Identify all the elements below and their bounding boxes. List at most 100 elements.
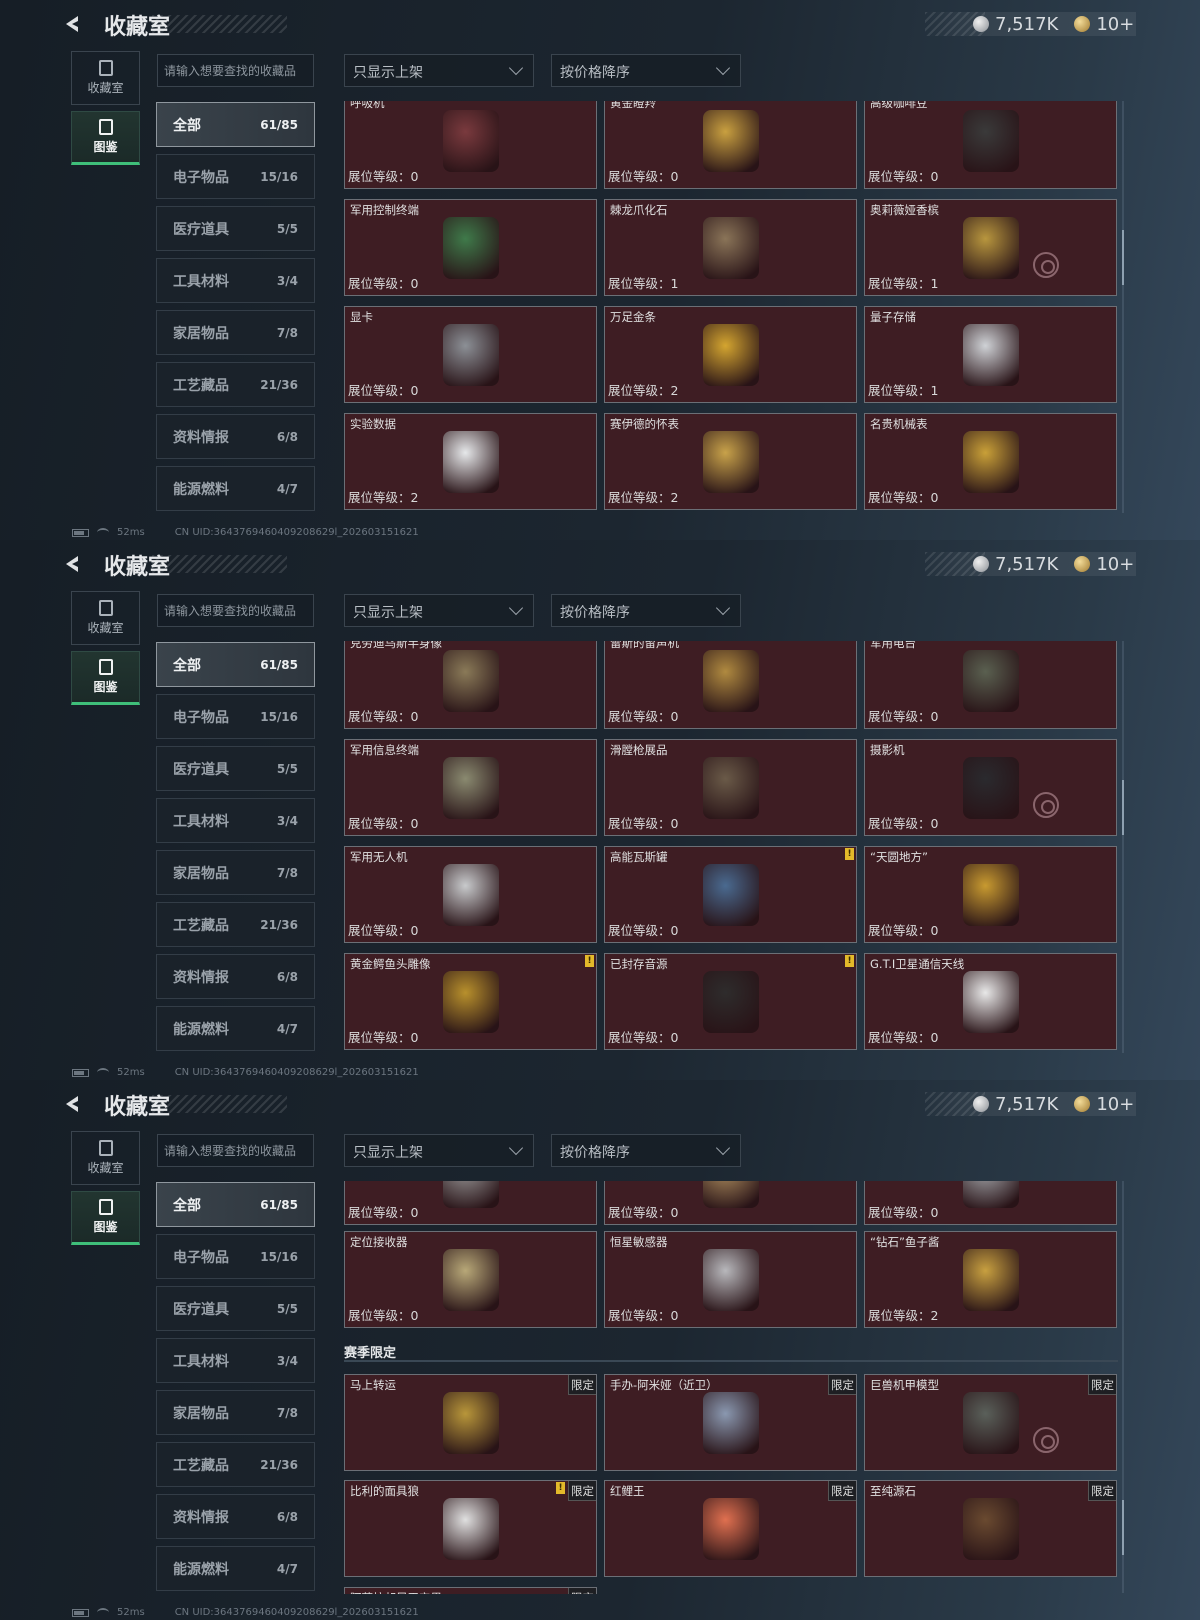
category-item[interactable]: 能源燃料 4/7 [156,1006,315,1051]
scrollbar-track[interactable] [1122,1181,1124,1593]
collection-card[interactable]: 黄金瞪羚 展位等级：0 [604,101,857,189]
category-item[interactable]: 全部 61/85 [156,1182,315,1227]
collection-card[interactable]: 高级咖啡豆 展位等级：0 [864,101,1117,189]
display-level-label: 展位等级： [348,383,411,398]
collection-card[interactable]: 阿萨拉邦足平安果 限定 [344,1587,597,1594]
collection-card[interactable]: 显卡 展位等级：0 [344,306,597,403]
collection-card[interactable]: 军用控制终端 展位等级：0 [344,199,597,296]
category-item[interactable]: 全部 61/85 [156,642,315,687]
display-filter-dropdown[interactable]: 只显示上架 [344,594,534,627]
tab-codex[interactable]: 图鉴 [71,111,140,165]
tab-collection-room[interactable]: 收藏室 [71,591,140,645]
category-item[interactable]: 工具材料 3/4 [156,1338,315,1383]
category-item[interactable]: 医疗道具 5/5 [156,1286,315,1331]
category-item[interactable]: 电子物品 15/16 [156,1234,315,1279]
back-arrow-icon[interactable] [62,553,84,575]
sort-dropdown[interactable]: 按价格降序 [551,1134,741,1167]
collection-card[interactable]: 展位等级：0 [604,1181,857,1225]
collection-card[interactable]: 已封存音源 展位等级：0! [604,953,857,1050]
collection-card[interactable]: G.T.I卫星通信天线 展位等级：0 [864,953,1117,1050]
collection-card[interactable]: 雷斯的留声机 展位等级：0 [604,641,857,729]
scrollbar-thumb[interactable] [1122,1500,1124,1555]
collection-card[interactable]: 黄金鳄鱼头雕像 展位等级：0! [344,953,597,1050]
collection-card[interactable]: 红鲤王 限定 [604,1480,857,1577]
collection-card[interactable]: 摄影机 展位等级：0 [864,739,1117,836]
dropdown-value: 只显示上架 [353,1145,423,1161]
category-item[interactable]: 工具材料 3/4 [156,798,315,843]
display-level-value: 0 [410,1308,419,1323]
collection-card[interactable]: 展位等级：0 [864,1181,1117,1225]
display-level: 展位等级：2 [348,487,418,506]
category-label: 工艺藏品 [173,917,229,934]
category-item[interactable]: 资料情报 6/8 [156,1494,315,1539]
item-image [962,1391,1019,1454]
category-item[interactable]: 工具材料 3/4 [156,258,315,303]
category-item[interactable]: 医疗道具 5/5 [156,746,315,791]
collection-card[interactable]: 巨兽机甲模型 限定 [864,1374,1117,1471]
category-item[interactable]: 电子物品 15/16 [156,694,315,739]
collection-card[interactable]: 克劳迪乌斯半身像 展位等级：0 [344,641,597,729]
collection-card[interactable]: 奥莉薇娅香槟 展位等级：1 [864,199,1117,296]
search-input[interactable] [157,54,314,87]
collection-card[interactable]: 手办-阿米娅（近卫） 限定 [604,1374,857,1471]
category-item[interactable]: 家居物品 7/8 [156,1390,315,1435]
category-item[interactable]: 工艺藏品 21/36 [156,362,315,407]
scrollbar-track[interactable] [1122,641,1124,1053]
tab-codex[interactable]: 图鉴 [71,1191,140,1245]
collection-card[interactable]: 军用电台 展位等级：0 [864,641,1117,729]
collection-card[interactable]: 马上转运 限定 [344,1374,597,1471]
scrollbar-thumb[interactable] [1122,780,1124,835]
collection-card[interactable]: 高能瓦斯罐 展位等级：0! [604,846,857,943]
alert-icon: ! [845,848,854,860]
collection-card[interactable]: 赛伊德的怀表 展位等级：2 [604,413,857,510]
tab-collection-room[interactable]: 收藏室 [71,1131,140,1185]
collection-card[interactable]: 棘龙爪化石 展位等级：1 [604,199,857,296]
category-item[interactable]: 能源燃料 4/7 [156,1546,315,1591]
category-item[interactable]: 电子物品 15/16 [156,154,315,199]
category-item[interactable]: 全部 61/85 [156,102,315,147]
collection-card[interactable]: 军用信息终端 展位等级：0 [344,739,597,836]
category-item[interactable]: 资料情报 6/8 [156,954,315,999]
collection-card[interactable]: 名贵机械表 展位等级：0 [864,413,1117,510]
display-filter-dropdown[interactable]: 只显示上架 [344,54,534,87]
sort-dropdown[interactable]: 按价格降序 [551,594,741,627]
collection-card[interactable]: 比利的面具狼 限定! [344,1480,597,1577]
scrollbar-track[interactable] [1122,101,1124,513]
category-item[interactable]: 工艺藏品 21/36 [156,1442,315,1487]
tab-label: 收藏室 [87,1161,124,1175]
collection-card[interactable]: 呼吸机 展位等级：0 [344,101,597,189]
collection-card[interactable]: 滑膛枪展品 展位等级：0 [604,739,857,836]
display-level-value: 0 [670,169,679,184]
category-item[interactable]: 能源燃料 4/7 [156,466,315,511]
collection-card[interactable]: 量子存储 展位等级：1 [864,306,1117,403]
collection-card[interactable]: 实验数据 展位等级：2 [344,413,597,510]
display-level-value: 0 [670,816,679,831]
collection-card[interactable]: 恒星敏感器 展位等级：0 [604,1231,857,1328]
category-item[interactable]: 家居物品 7/8 [156,850,315,895]
collection-card[interactable]: “钻石”鱼子酱 展位等级：2 [864,1231,1117,1328]
collection-card[interactable]: 军用无人机 展位等级：0 [344,846,597,943]
collection-card[interactable]: 展位等级：0 [344,1181,597,1225]
category-label: 工艺藏品 [173,377,229,394]
tab-codex[interactable]: 图鉴 [71,651,140,705]
display-filter-dropdown[interactable]: 只显示上架 [344,1134,534,1167]
category-item[interactable]: 资料情报 6/8 [156,414,315,459]
sort-dropdown[interactable]: 按价格降序 [551,54,741,87]
category-item[interactable]: 家居物品 7/8 [156,310,315,355]
display-level: 展位等级：0 [348,813,418,832]
tab-label: 收藏室 [87,621,124,635]
search-input[interactable] [157,594,314,627]
search-input[interactable] [157,1134,314,1167]
tab-collection-room[interactable]: 收藏室 [71,51,140,105]
category-item[interactable]: 工艺藏品 21/36 [156,902,315,947]
collection-room-icon [98,60,113,76]
collection-card[interactable]: 万足金条 展位等级：2 [604,306,857,403]
category-item[interactable]: 医疗道具 5/5 [156,206,315,251]
collection-card[interactable]: 至纯源石 限定 [864,1480,1117,1577]
scrollbar-thumb[interactable] [1122,230,1124,285]
collection-card[interactable]: “天圆地方” 展位等级：0 [864,846,1117,943]
collection-card[interactable]: 定位接收器 展位等级：0 [344,1231,597,1328]
back-arrow-icon[interactable] [62,13,84,35]
back-arrow-icon[interactable] [62,1093,84,1115]
display-level: 展位等级：0 [348,706,418,725]
